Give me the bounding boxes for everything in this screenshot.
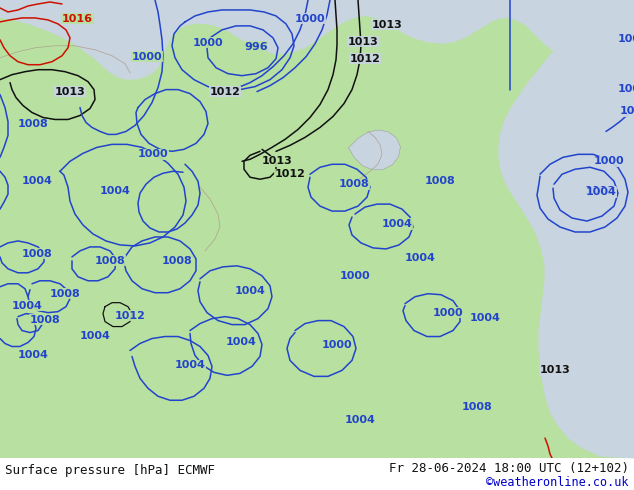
Text: 1012: 1012: [350, 54, 381, 64]
Text: 1000: 1000: [138, 149, 169, 159]
Text: 1004: 1004: [345, 415, 376, 425]
Text: 1004: 1004: [226, 338, 257, 347]
Text: 1013: 1013: [262, 156, 293, 166]
Text: 1004: 1004: [18, 350, 49, 361]
Text: 1008: 1008: [18, 120, 49, 129]
Text: ©weatheronline.co.uk: ©weatheronline.co.uk: [486, 475, 629, 489]
Text: 1012: 1012: [210, 87, 241, 97]
Text: 1000: 1000: [295, 14, 326, 24]
Text: 1013: 1013: [348, 37, 378, 47]
Text: 1004: 1004: [405, 253, 436, 263]
Text: 1000: 1000: [433, 308, 463, 318]
Text: 1004: 1004: [100, 186, 131, 196]
Text: 1008: 1008: [95, 256, 126, 266]
Text: Surface pressure [hPa] ECMWF: Surface pressure [hPa] ECMWF: [5, 464, 215, 476]
Text: 1000: 1000: [340, 271, 371, 281]
Text: 1008: 1008: [425, 176, 456, 186]
Text: 1008: 1008: [618, 34, 634, 44]
Text: 1000: 1000: [594, 156, 624, 166]
Text: 1000: 1000: [193, 38, 224, 48]
Text: 1000: 1000: [322, 341, 353, 350]
Text: 1012: 1012: [275, 169, 306, 179]
Text: 1016: 1016: [62, 14, 93, 24]
Text: 1012: 1012: [115, 311, 146, 320]
Text: 1000: 1000: [132, 52, 163, 62]
Text: 1008: 1008: [162, 256, 193, 266]
Text: 1004: 1004: [470, 313, 501, 322]
Text: 1013: 1013: [55, 87, 86, 97]
Text: 1013: 1013: [372, 20, 403, 30]
Text: 1004: 1004: [586, 187, 617, 197]
Text: 1008: 1008: [462, 402, 493, 412]
Text: 1008: 1008: [620, 106, 634, 117]
Text: 1004: 1004: [22, 176, 53, 186]
Text: 1004: 1004: [235, 286, 266, 296]
Text: 1004: 1004: [80, 331, 111, 341]
Text: 1008: 1008: [50, 289, 81, 299]
Text: 1008: 1008: [22, 249, 53, 259]
Text: 1013: 1013: [540, 366, 571, 375]
Text: 996: 996: [244, 42, 268, 52]
Text: 1004: 1004: [382, 219, 413, 229]
Polygon shape: [0, 0, 634, 458]
Text: 1008: 1008: [30, 315, 61, 324]
Text: 1004: 1004: [175, 360, 206, 370]
Text: 1004: 1004: [12, 301, 43, 311]
Text: Fr 28-06-2024 18:00 UTC (12+102): Fr 28-06-2024 18:00 UTC (12+102): [389, 462, 629, 474]
Text: 1008: 1008: [585, 186, 616, 196]
Text: 1000: 1000: [618, 84, 634, 94]
Text: 1008: 1008: [339, 179, 370, 189]
